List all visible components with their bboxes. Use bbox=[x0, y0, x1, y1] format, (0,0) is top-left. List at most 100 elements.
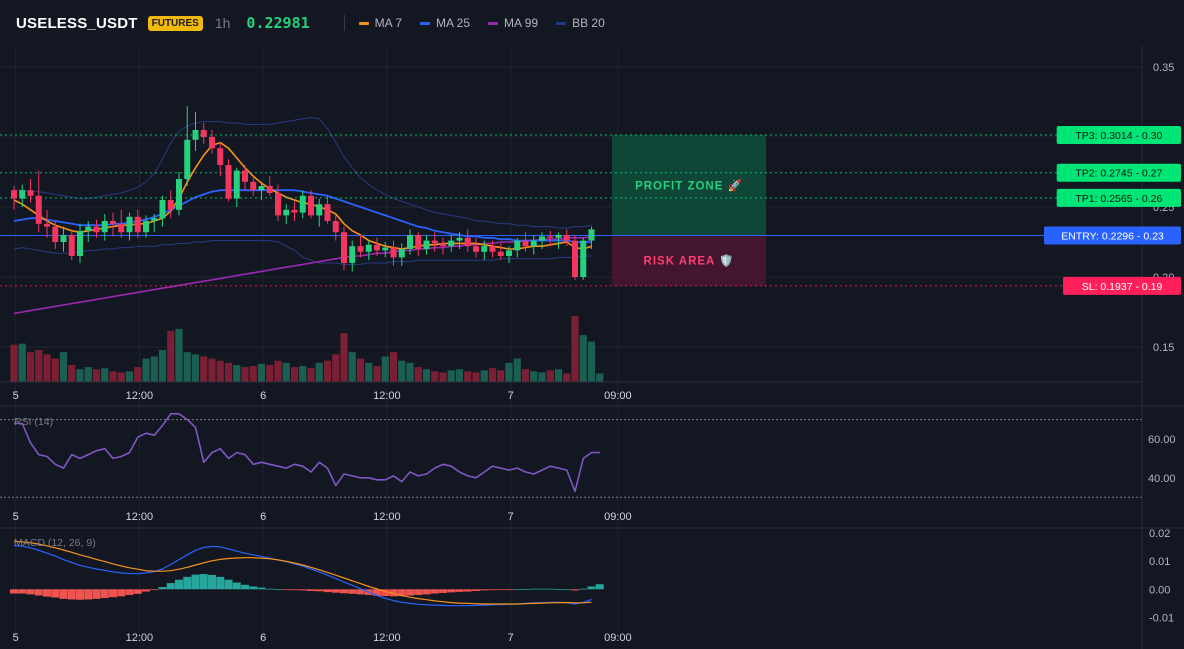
candle-body bbox=[316, 204, 323, 216]
volume-bar bbox=[505, 362, 513, 382]
rsi-line bbox=[14, 413, 600, 493]
volume-bar bbox=[92, 369, 101, 382]
time-tick-label: 09:00 bbox=[604, 390, 632, 402]
timeframe-label[interactable]: 1h bbox=[214, 15, 231, 31]
time-tick-label: 12:00 bbox=[373, 632, 401, 644]
volume-bar bbox=[233, 364, 241, 382]
macd-hist-bar bbox=[331, 589, 340, 593]
legend-swatch-ma7 bbox=[358, 21, 369, 25]
macd-hist-bar bbox=[562, 589, 571, 591]
candle-body bbox=[464, 237, 471, 247]
legend-ma25[interactable]: MA 25 bbox=[420, 16, 470, 30]
time-tick-label: 5 bbox=[13, 511, 19, 523]
macd-hist-bar bbox=[496, 589, 505, 591]
volume-bar bbox=[249, 366, 257, 382]
candle-body bbox=[184, 139, 191, 179]
volume-bar bbox=[125, 371, 134, 382]
volume-bar bbox=[472, 372, 480, 382]
macd-hist-bar bbox=[298, 589, 307, 591]
volume-bar bbox=[167, 330, 175, 382]
time-tick-label: 12:00 bbox=[126, 632, 154, 644]
volume-bar bbox=[68, 364, 76, 382]
rsi-tick-label: 60.00 bbox=[1148, 434, 1176, 446]
macd-hist-bar bbox=[488, 589, 497, 591]
legend-swatch-bb20 bbox=[556, 21, 567, 25]
time-tick-label: 09:00 bbox=[604, 632, 632, 644]
macd-hist-bar bbox=[133, 589, 142, 594]
volume-bar bbox=[307, 368, 315, 382]
time-tick-label: 7 bbox=[508, 632, 514, 644]
candle-body bbox=[431, 240, 438, 244]
macd-tick-label: 0.02 bbox=[1149, 528, 1170, 540]
entry-tag-bg bbox=[1044, 226, 1181, 245]
candle-body bbox=[60, 235, 67, 242]
macd-hist-bar bbox=[158, 587, 167, 590]
macd-hist-bar bbox=[199, 574, 208, 590]
macd-hist-bar bbox=[505, 589, 513, 591]
macd-hist-bar bbox=[76, 589, 84, 600]
candle-body bbox=[514, 240, 521, 251]
time-tick-label: 6 bbox=[260, 632, 266, 644]
volume-bar bbox=[315, 362, 323, 382]
volume-bar bbox=[290, 367, 299, 382]
volume-bar bbox=[208, 358, 216, 382]
macd-hist-bar bbox=[571, 589, 579, 591]
time-tick-label: 09:00 bbox=[604, 511, 632, 523]
symbol-name[interactable]: USELESS_USDT bbox=[16, 14, 138, 32]
time-tick-label: 7 bbox=[508, 390, 514, 402]
candle-body bbox=[101, 221, 108, 233]
header-divider bbox=[343, 15, 345, 31]
volume-bar bbox=[447, 370, 455, 382]
volume-bar bbox=[373, 366, 381, 382]
macd-hist-bar bbox=[430, 589, 439, 594]
moving-averages bbox=[13, 141, 592, 315]
macd-hist-bar bbox=[463, 589, 472, 592]
macd-hist-bar bbox=[579, 588, 588, 590]
candle-body bbox=[440, 243, 446, 247]
legend-label-ma25: MA 25 bbox=[436, 16, 471, 30]
macd-hist-bar bbox=[381, 589, 390, 597]
volume-bar bbox=[26, 352, 35, 382]
time-tick-label: 5 bbox=[13, 390, 19, 402]
candle-body bbox=[341, 232, 347, 263]
macd-hist-bar bbox=[282, 589, 291, 591]
candle-body bbox=[390, 247, 397, 258]
volume-bar bbox=[488, 368, 497, 382]
sl-tag-text: SL: 0.1937 - 0.19 bbox=[1082, 281, 1163, 293]
macd-hist-bar bbox=[232, 582, 241, 590]
volume-bar bbox=[497, 370, 505, 382]
macd-hist-bar bbox=[356, 589, 365, 595]
volume-bar bbox=[175, 328, 183, 382]
macd-hist-bar bbox=[142, 589, 150, 592]
macd-hist-bar bbox=[587, 586, 596, 590]
macd-hist-bar bbox=[340, 589, 348, 594]
macd-hist-bar bbox=[100, 589, 109, 599]
candle-body bbox=[151, 218, 158, 221]
last-price: 0.22981 bbox=[246, 14, 310, 32]
candle-body bbox=[143, 221, 149, 233]
macd-hist-bar bbox=[480, 589, 489, 591]
candle-body bbox=[547, 236, 554, 238]
volume-bar bbox=[546, 370, 554, 382]
volume-bar bbox=[521, 369, 530, 382]
candle-body bbox=[473, 246, 479, 252]
legend-ma99[interactable]: MA 99 bbox=[488, 16, 538, 30]
volume-bar bbox=[332, 354, 340, 382]
candle-body bbox=[572, 240, 578, 277]
macd-hist-bar bbox=[67, 589, 76, 600]
candle-body bbox=[308, 195, 314, 216]
macd-hist-bar bbox=[472, 589, 480, 591]
rsi-title: RSI (14) bbox=[14, 416, 53, 428]
candle-body bbox=[68, 235, 75, 256]
macd-hist-bar bbox=[323, 589, 332, 593]
legend-ma7[interactable]: MA 7 bbox=[358, 16, 402, 30]
macd-hist-bar bbox=[538, 588, 546, 590]
candle-body bbox=[415, 235, 422, 249]
legend-bb20[interactable]: BB 20 bbox=[556, 16, 605, 30]
bollinger-bands bbox=[13, 116, 592, 265]
macd-pane: MACD (12, 26, 9) 0.02 0.01 0.00 -0.01 bbox=[10, 528, 1174, 625]
volume-bar bbox=[365, 362, 373, 382]
macd-hist-bar bbox=[554, 589, 563, 590]
macd-hist-bar bbox=[455, 589, 464, 592]
